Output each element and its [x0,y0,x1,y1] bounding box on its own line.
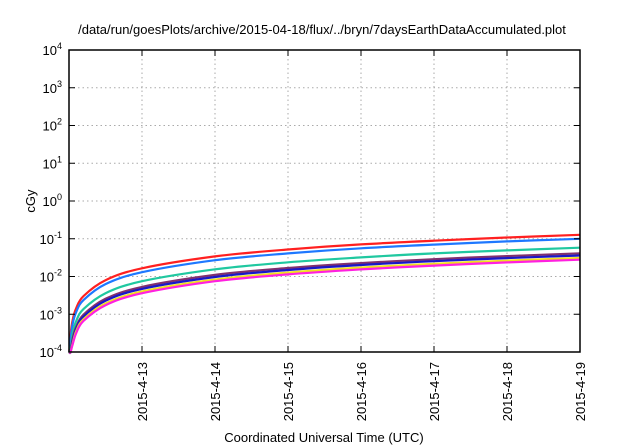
x-tick-label: 2015-4-13 [135,362,150,421]
y-tick-label: 100 [43,192,62,209]
y-tick-label: 10-3 [40,305,62,322]
ticks: 10-4 10-3 10-2 10-1 100 101 102 103 104 2015-4-13… [40,41,588,421]
x-tick-label: 2015-4-16 [354,362,369,421]
y-tick-label: 10-1 [40,230,62,247]
x-tick-label: 2015-4-14 [208,362,223,421]
x-tick-label: 2015-4-17 [427,362,442,421]
y-tick-label: 10-2 [40,268,62,285]
series-line-magenta [68,258,581,354]
x-tick-label: 2015-4-18 [500,362,515,421]
x-tick-label: 2015-4-19 [573,362,588,421]
chart-title: /data/run/goesPlots/archive/2015-04-18/f… [78,22,566,37]
y-tick-label: 103 [43,79,62,96]
y-tick-label: 101 [43,154,62,171]
y-tick-label: 102 [43,117,62,134]
y-tick-label: 104 [43,41,62,58]
series-line-blue [68,237,581,353]
x-tick-label: 2015-4-15 [281,362,296,421]
y-axis-label: cGy [23,189,38,213]
x-axis-label: Coordinated Universal Time (UTC) [224,430,423,445]
y-tick-label: 10-4 [40,343,62,360]
series-line-green [68,246,581,353]
series-group [68,233,581,355]
grid [69,50,580,352]
